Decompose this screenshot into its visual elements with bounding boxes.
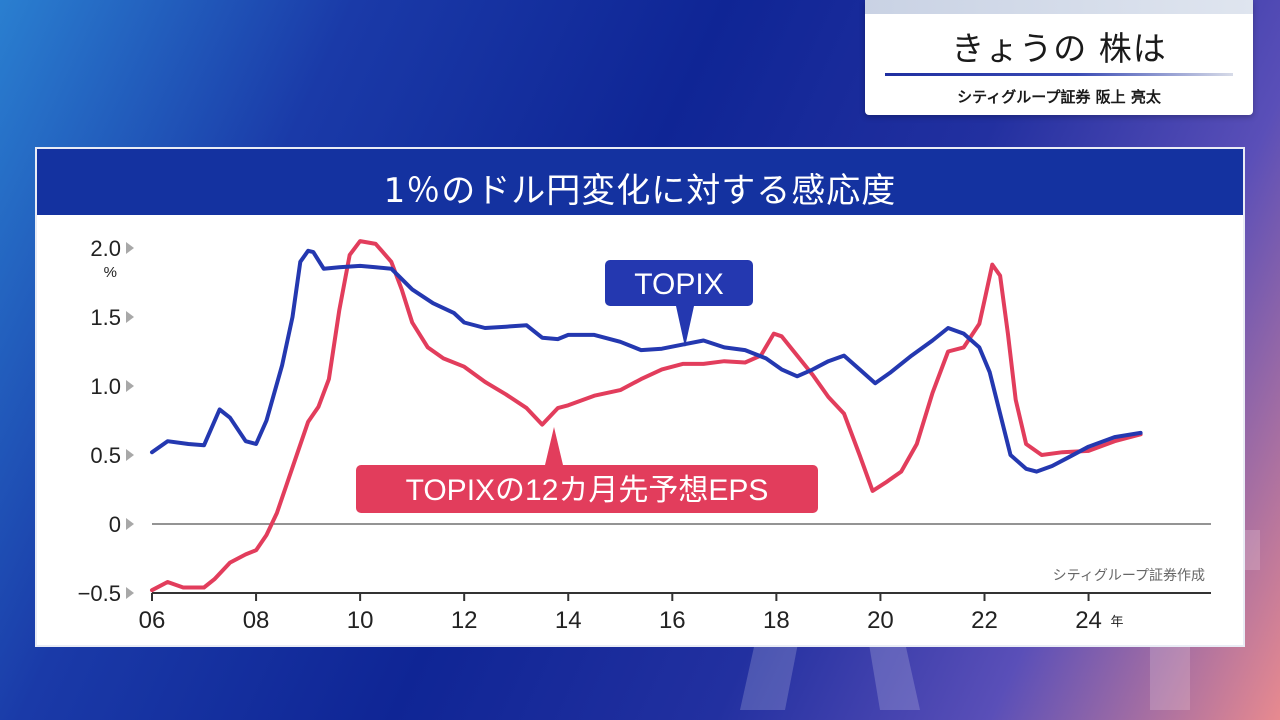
- eps-callout-label: TOPIXの12カ月先予想EPS: [406, 474, 769, 507]
- x-tick-label: 24: [1075, 607, 1102, 634]
- topix-callout-pointer: [676, 306, 694, 347]
- y-tick-marker: [126, 380, 134, 392]
- x-tick-label: 16: [659, 607, 686, 634]
- topix-callout-box: [605, 260, 753, 306]
- y-tick-marker: [126, 518, 134, 530]
- source-note: シティグループ証券作成: [1053, 567, 1205, 583]
- caption-divider: [885, 73, 1233, 76]
- x-tick-label: 18: [763, 607, 790, 634]
- y-unit-label: %: [104, 264, 117, 281]
- y-tick-label: 2.0: [90, 236, 121, 261]
- chart-panel: 1％のドル円変化に対する感応度 2.0 1.5 1.0 0.5 0 −0.5% 06 08 10…: [35, 147, 1245, 647]
- y-tick-marker: [126, 587, 134, 599]
- y-tick-label: 1.0: [90, 374, 121, 399]
- y-tick-marker: [126, 242, 134, 254]
- caption-title: きょうの 株は: [951, 29, 1167, 68]
- x-tick-label: 14: [555, 607, 582, 634]
- y-tick-label: 0: [109, 512, 121, 537]
- line-chart: 2.0 1.5 1.0 0.5 0 −0.5% 06 08 10 12 14 16 18 20 22 24 年 シ…: [78, 236, 1211, 634]
- y-tick-marker: [126, 311, 134, 323]
- x-tick-label: 10: [347, 607, 374, 634]
- eps-callout-pointer: [545, 427, 563, 465]
- eps-callout-box: [356, 465, 818, 513]
- x-tick-label: 08: [243, 607, 270, 634]
- x-tick-label: 22: [971, 607, 998, 634]
- y-tick-label: −0.5: [78, 581, 121, 606]
- y-tick-label: 0.5: [90, 443, 121, 468]
- x-tick-label: 20: [867, 607, 894, 634]
- series-line-eps: [150, 239, 1143, 593]
- x-tick-label: 12: [451, 607, 478, 634]
- y-tick-label: 1.5: [90, 305, 121, 330]
- caption-top-bar: [865, 0, 1253, 14]
- y-tick-marker: [126, 449, 134, 461]
- x-tick-label: 06: [139, 607, 166, 634]
- series-line-topix: [150, 248, 1143, 474]
- program-caption: きょうの 株は シティグループ証券 阪上 亮太: [865, 0, 1253, 115]
- topix-callout-label: TOPIX: [634, 268, 723, 301]
- caption-subtitle: シティグループ証券 阪上 亮太: [957, 88, 1161, 106]
- chart-title: 1％のドル円変化に対する感応度: [383, 171, 897, 211]
- chart-header: 1％のドル円変化に対する感応度: [37, 149, 1243, 215]
- x-unit-label: 年: [1111, 614, 1124, 629]
